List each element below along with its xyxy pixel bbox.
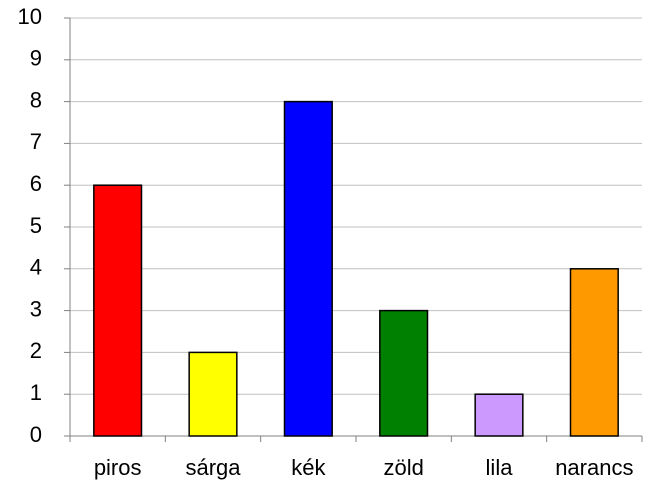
x-tick-label: lila	[486, 455, 514, 480]
bar	[379, 309, 429, 437]
y-tick-label: 4	[30, 255, 42, 280]
y-tick-label: 5	[30, 213, 42, 238]
x-tick-label: zöld	[383, 455, 423, 480]
x-tick-label: narancs	[555, 455, 633, 480]
x-tick-label: sárga	[185, 455, 241, 480]
bar	[474, 393, 524, 437]
y-tick-label: 6	[30, 171, 42, 196]
y-tick-label: 7	[30, 129, 42, 154]
y-tick-label: 0	[30, 422, 42, 447]
x-tick-label: piros	[94, 455, 142, 480]
bar	[569, 268, 619, 437]
y-tick-label: 8	[30, 87, 42, 112]
x-tick-label: kék	[291, 455, 326, 480]
bar	[283, 100, 333, 437]
y-tick-label: 10	[18, 4, 42, 29]
y-tick-label: 1	[30, 380, 42, 405]
y-tick-label: 2	[30, 338, 42, 363]
y-tick-label: 9	[30, 46, 42, 71]
y-tick-label: 3	[30, 296, 42, 321]
bar	[93, 184, 143, 437]
bar	[188, 351, 238, 437]
